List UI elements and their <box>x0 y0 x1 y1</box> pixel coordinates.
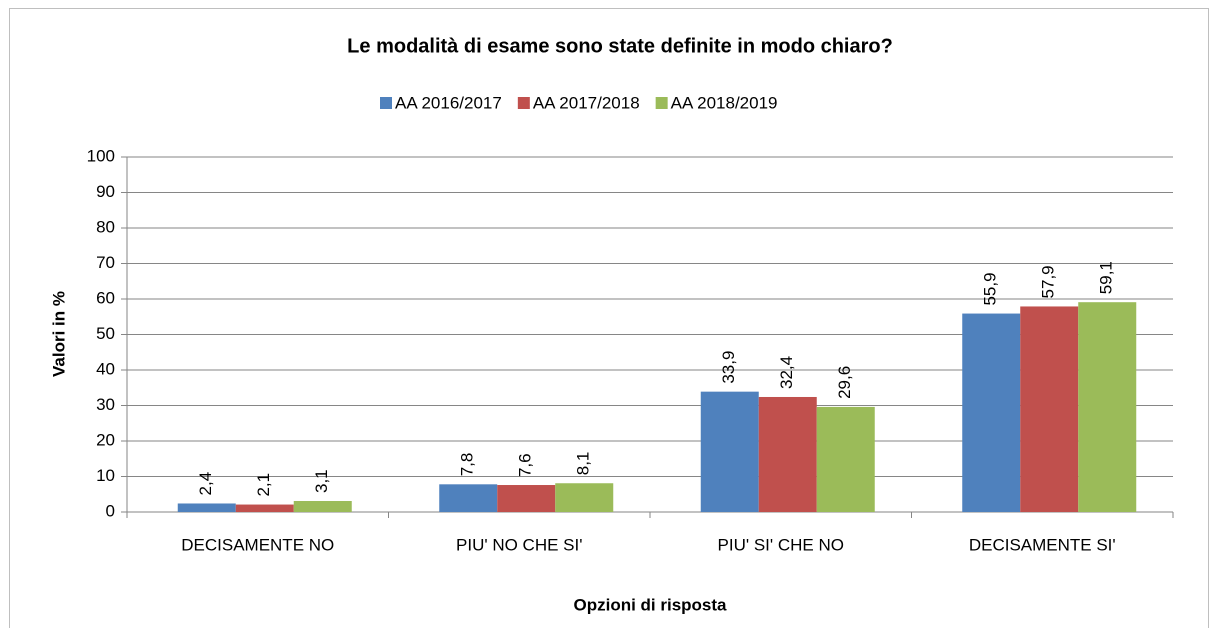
y-tick-label: 0 <box>106 501 115 520</box>
bar <box>816 406 875 512</box>
bar <box>177 503 236 512</box>
bar <box>235 504 294 512</box>
data-label: 2,1 <box>254 473 273 497</box>
y-tick-label: 80 <box>96 217 115 236</box>
y-tick-label: 90 <box>96 182 115 201</box>
data-label: 29,6 <box>835 366 854 399</box>
bar <box>497 485 556 512</box>
bar <box>758 396 817 512</box>
data-label: 55,9 <box>981 272 1000 305</box>
legend-label: AA 2016/2017 <box>395 93 502 112</box>
bar <box>439 484 498 512</box>
y-tick-label: 60 <box>96 288 115 307</box>
x-axis-label: Opzioni di risposta <box>573 595 727 614</box>
data-label: 2,4 <box>196 472 215 496</box>
y-axis-label: Valori in % <box>49 291 68 377</box>
data-label: 33,9 <box>719 351 738 384</box>
legend-label: AA 2017/2018 <box>533 93 640 112</box>
x-tick-label: DECISAMENTE NO <box>181 535 334 554</box>
x-tick-label: PIU' SI' CHE NO <box>718 535 844 554</box>
legend-swatch <box>517 97 530 109</box>
y-tick-label: 30 <box>96 395 115 414</box>
x-tick-label: DECISAMENTE SI' <box>969 535 1116 554</box>
data-label: 59,1 <box>1097 261 1116 294</box>
legend-swatch <box>380 97 392 109</box>
x-tick-label: PIU' NO CHE SI' <box>456 535 582 554</box>
y-tick-label: 50 <box>96 324 115 343</box>
bar <box>700 391 759 512</box>
y-tick-label: 10 <box>96 466 115 485</box>
data-label: 57,9 <box>1039 265 1058 298</box>
y-tick-label: 40 <box>96 359 115 378</box>
y-tick-label: 70 <box>96 253 115 272</box>
bar <box>1078 302 1137 512</box>
y-tick-label: 100 <box>87 146 115 165</box>
data-label: 8,1 <box>574 452 593 476</box>
data-label: 32,4 <box>777 356 796 389</box>
bar <box>1020 306 1079 512</box>
legend-swatch <box>655 97 668 109</box>
bar <box>555 483 614 512</box>
data-label: 7,8 <box>458 453 477 477</box>
data-label: 3,1 <box>312 469 331 493</box>
y-tick-label: 20 <box>96 430 115 449</box>
bar <box>962 313 1021 512</box>
bar <box>293 500 352 512</box>
data-label: 7,6 <box>516 453 535 477</box>
legend-label: AA 2018/2019 <box>671 93 778 112</box>
chart-title: Le modalità di esame sono state definite… <box>347 35 893 57</box>
